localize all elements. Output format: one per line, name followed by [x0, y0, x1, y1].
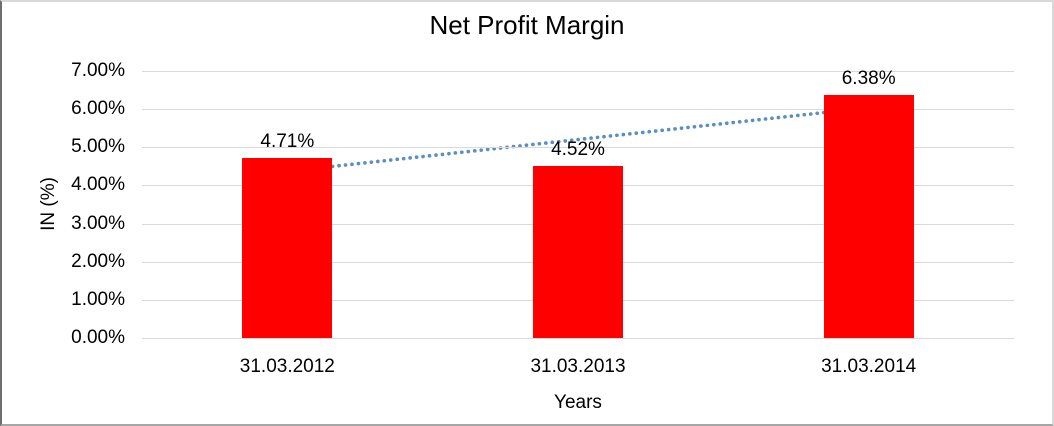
y-axis-tick-label: 4.00% — [71, 174, 125, 196]
y-axis-tick-label: 0.00% — [71, 327, 125, 348]
y-axis-tick-label: 7.00% — [71, 60, 125, 81]
x-axis-title: Years — [554, 392, 602, 413]
gridline — [142, 338, 1014, 339]
gridline — [142, 71, 1014, 72]
bar-31.03.2014 — [823, 94, 914, 338]
bar-data-label: 4.71% — [260, 131, 315, 153]
gridline — [142, 147, 1014, 149]
y-axis-tick-label: 5.00% — [71, 136, 125, 158]
gridline — [142, 109, 1014, 111]
bar-data-label: 4.52% — [551, 138, 605, 160]
y-axis-tick-label: 2.00% — [71, 250, 125, 272]
y-axis-tick-label: 6.00% — [71, 98, 125, 120]
y-axis-tick-label: 1.00% — [71, 288, 125, 310]
y-axis-tick-label: 3.00% — [71, 212, 125, 234]
bar-31.03.2012 — [242, 158, 333, 338]
bar-31.03.2013 — [533, 165, 623, 338]
bar-data-label: 6.38% — [841, 67, 896, 89]
x-axis-tick-label: 31.03.2012 — [239, 356, 335, 377]
x-axis-tick-label: 31.03.2013 — [530, 356, 626, 377]
x-axis-tick-label: 31.03.2014 — [821, 356, 917, 377]
chart-title: Net Profit Margin — [429, 10, 625, 40]
